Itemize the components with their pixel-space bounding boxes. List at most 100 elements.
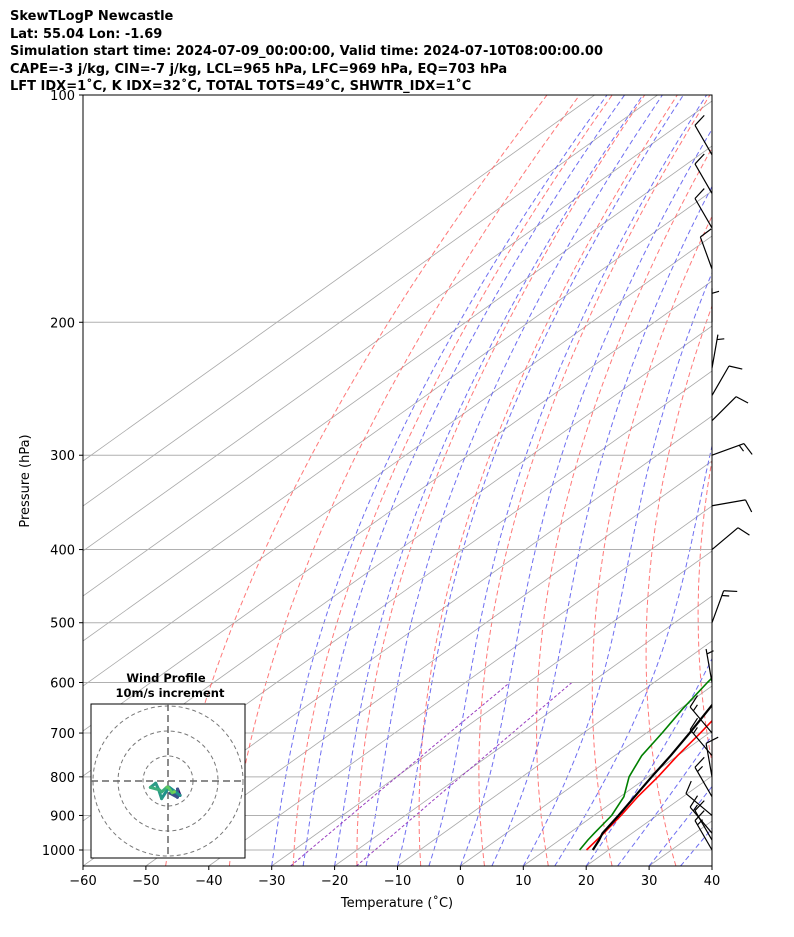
x-tick-label: −20	[321, 874, 348, 889]
index-line: LFT IDX=1˚C, K IDX=32˚C, TOTAL TOTS=49˚C…	[10, 79, 472, 94]
y-axis-label: Pressure (hPa)	[18, 434, 33, 527]
wind-barb-flag	[697, 765, 703, 773]
wind-barb-flag	[700, 228, 712, 238]
dry-adiabat-line	[292, 95, 613, 866]
wind-barb-flag	[721, 594, 730, 597]
isotherm-line	[208, 505, 712, 866]
wind-barb-staff	[711, 396, 737, 422]
wind-barb-flag	[743, 443, 753, 455]
isotherm-line	[83, 190, 712, 642]
y-tick-label: 400	[50, 544, 75, 559]
time-line: Simulation start time: 2024-07-09_00:00:…	[10, 44, 603, 59]
moist-adiabat-line	[397, 95, 684, 866]
isotherm-line	[775, 95, 794, 866]
wind-barb-staff	[705, 648, 713, 683]
wind-barb-flag	[692, 727, 698, 734]
chart-header: SkewTLogP Newcastle Lat: 55.04 Lon: -1.6…	[10, 8, 603, 96]
parcel-path-line	[591, 703, 712, 851]
dry-adiabat-line	[697, 457, 712, 765]
dry-adiabat-line	[645, 304, 712, 866]
isotherm-line	[648, 820, 712, 866]
isotherm-line	[271, 550, 712, 866]
isotherm-line	[83, 235, 712, 687]
wind-barb	[689, 795, 713, 834]
wind-barb-flag	[694, 114, 705, 126]
wind-barb	[699, 228, 713, 270]
dry-adiabat-line	[536, 147, 712, 866]
chart-title: SkewTLogP Newcastle	[10, 9, 174, 24]
moist-adiabat-line	[459, 128, 712, 866]
y-tick-label: 300	[50, 449, 75, 464]
x-tick-label: −30	[258, 874, 285, 889]
dry-adiabat-line	[749, 95, 794, 866]
mixing-ratio-line	[290, 682, 511, 866]
wind-barb	[711, 499, 753, 513]
x-tick-label: −10	[384, 874, 411, 889]
wind-barb-flag	[692, 804, 698, 812]
hodograph-inset: Wind Profile 10m/s increment	[90, 671, 246, 859]
wind-barb-staff	[711, 590, 725, 623]
dry-adiabat-line	[228, 95, 581, 866]
wind-barb-staff	[711, 334, 719, 369]
wind-barb-flag	[694, 810, 705, 821]
wind-barb-staff	[699, 236, 713, 270]
wind-barb-staff	[689, 806, 713, 834]
wind-barb-staff	[711, 443, 745, 456]
wind-barb	[711, 396, 749, 422]
wind-barb-flag	[723, 590, 738, 593]
wind-barb-staff	[694, 125, 713, 156]
wind-barb	[711, 443, 753, 456]
dry-adiabat-line	[356, 95, 646, 866]
wind-barbs	[685, 114, 753, 851]
x-tick-label: 10	[515, 874, 532, 889]
temperature-line	[585, 719, 712, 851]
moist-adiabat-line	[648, 785, 712, 866]
moist-adiabat-line	[365, 95, 663, 866]
isotherm-line	[334, 595, 712, 866]
wind-barb	[711, 590, 738, 623]
x-tick-label: −60	[69, 874, 96, 889]
y-tick-label: 200	[50, 316, 75, 331]
hodograph-title: Wind Profile	[126, 671, 206, 685]
wind-barb-flag	[738, 444, 745, 452]
wind-barb	[689, 695, 713, 734]
moist-adiabat-line	[302, 95, 626, 866]
wind-barb-staff	[694, 820, 713, 851]
wind-barb-flag	[689, 795, 699, 808]
plot-series	[578, 676, 712, 851]
wind-barb-flag	[737, 527, 750, 536]
x-tick-label: −40	[195, 874, 222, 889]
wind-barb-flag	[694, 756, 705, 768]
y-tick-label: 100	[50, 89, 75, 104]
moist-adiabat-line	[428, 95, 708, 866]
wind-barb-staff	[711, 499, 746, 507]
y-tick-label: 500	[50, 617, 75, 632]
isotherm-line	[397, 640, 712, 866]
hodograph-trace	[148, 785, 161, 792]
wind-barb-staff	[685, 793, 713, 816]
isotherm-line	[460, 685, 712, 866]
wind-barb-flag	[694, 188, 705, 199]
wind-barb	[685, 780, 713, 816]
wind-barb	[694, 188, 713, 229]
plot-grid	[83, 95, 794, 866]
dry-adiabat-line	[591, 215, 712, 866]
y-tick-label: 1000	[42, 844, 75, 859]
wind-barb	[694, 756, 713, 798]
moist-adiabat-line	[491, 185, 712, 866]
wind-barb	[711, 288, 720, 323]
isotherm-line	[145, 460, 712, 866]
wind-barb-flag	[694, 153, 705, 165]
wind-barb-staff	[689, 729, 713, 757]
dewpoint-line	[578, 676, 712, 851]
moist-adiabat-line	[271, 95, 608, 866]
wind-barb-staff	[689, 706, 713, 734]
wind-barb-staff	[694, 163, 713, 194]
moist-adiabat-line	[334, 95, 644, 866]
instability-line: CAPE=-3 j/kg, CIN=-7 j/kg, LCL=965 hPa, …	[10, 61, 508, 77]
location-line: Lat: 55.04 Lon: -1.69	[10, 26, 163, 42]
moist-adiabat-line	[617, 734, 712, 866]
moist-adiabat-line	[711, 865, 712, 866]
isotherm-line	[83, 100, 712, 552]
isotherm-line	[523, 730, 712, 866]
